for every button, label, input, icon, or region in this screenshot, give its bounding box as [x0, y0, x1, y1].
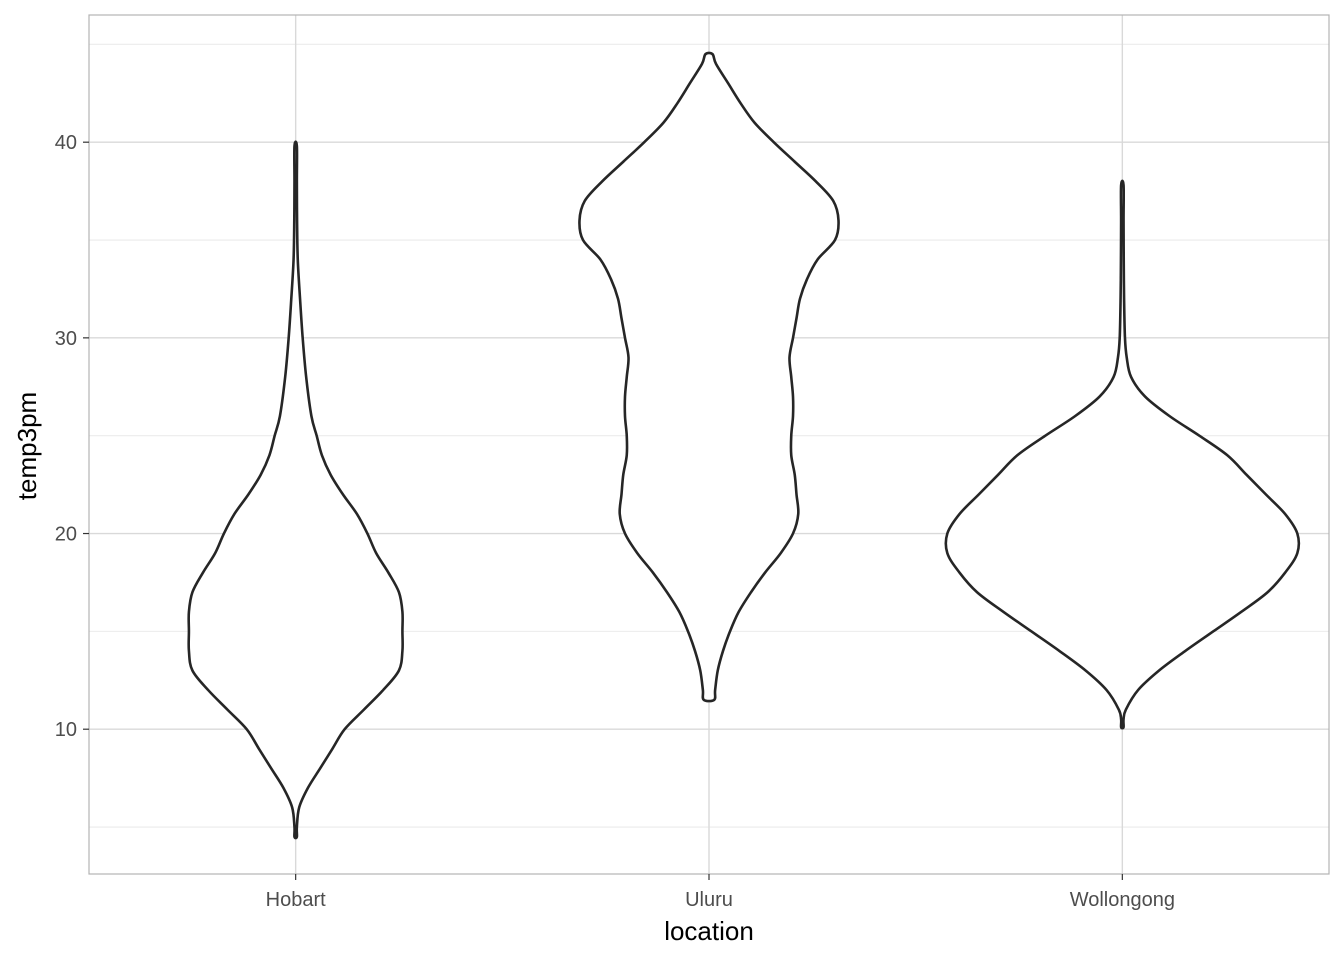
y-tick-label: 30 — [55, 328, 77, 350]
violin-layer — [187, 51, 1301, 840]
violin-uluru — [578, 51, 840, 703]
y-tick-label: 20 — [55, 524, 77, 546]
x-axis-title: location — [664, 916, 754, 946]
axis-layer: 10 20 30 40 Hobart Uluru Wollongong — [55, 132, 1175, 911]
y-axis-title: temp3pm — [12, 392, 42, 500]
violin-wollongong — [944, 179, 1301, 730]
y-tick-label: 40 — [55, 132, 77, 154]
x-tick-label: Wollongong — [1070, 889, 1175, 911]
x-tick-label: Hobart — [266, 889, 326, 911]
y-tick-label: 10 — [55, 719, 77, 741]
x-tick-label: Uluru — [685, 889, 733, 911]
violin-hobart — [187, 140, 404, 840]
